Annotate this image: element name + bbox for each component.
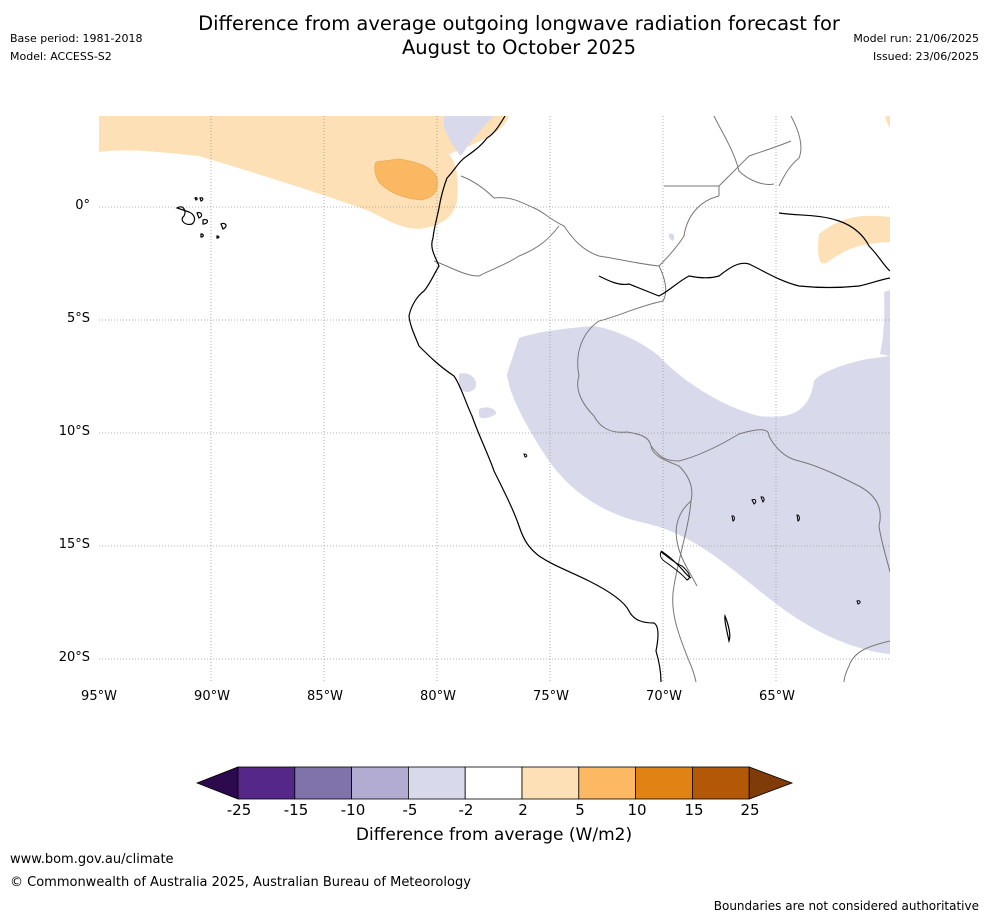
title-line-2: August to October 2025 xyxy=(401,36,637,59)
lakes xyxy=(523,453,861,605)
meta-left: Base period: 1981-2018 Model: ACCESS-S2 xyxy=(10,30,142,66)
anomaly-area-negative-east-edge xyxy=(880,290,890,356)
colorbar-tick: -10 xyxy=(340,801,366,819)
colorbar-svg xyxy=(195,766,794,800)
colorbar-segment xyxy=(635,766,693,800)
coastlines xyxy=(408,116,890,682)
lon-label-70w: 70°W xyxy=(646,689,682,704)
colorbar-tick: -5 xyxy=(402,801,418,819)
anomaly-area-negative-small-1 xyxy=(459,373,477,392)
colorbar-extend-low xyxy=(195,766,239,800)
footer-copyright: © Commonwealth of Australia 2025, Austra… xyxy=(10,875,471,890)
colorbar-segment xyxy=(691,766,750,800)
lat-label-0: 0° xyxy=(75,198,90,213)
title-line-1: Difference from average outgoing longwav… xyxy=(198,12,840,35)
colorbar-tick: -15 xyxy=(283,801,309,819)
colorbar-segment xyxy=(464,766,523,800)
anomaly-area-positive-corner xyxy=(885,116,890,128)
anomaly-area-positive-amazon xyxy=(818,215,890,264)
model-text: Model: ACCESS-S2 xyxy=(10,50,112,63)
colorbar-tick: 15 xyxy=(684,801,704,819)
colorbar-tick: -2 xyxy=(458,801,474,819)
map-panel xyxy=(99,116,890,682)
model-run-text: Model run: 21/06/2025 xyxy=(853,32,979,45)
lat-label-20s: 20°S xyxy=(58,650,90,665)
colorbar-extend-high xyxy=(748,766,794,800)
colorbar-segment xyxy=(578,766,636,800)
colorbar-segment xyxy=(237,766,296,800)
colorbar xyxy=(195,766,794,804)
footer-url: www.bom.gov.au/climate xyxy=(10,852,174,867)
footer-disclaimer: Boundaries are not considered authoritat… xyxy=(713,899,979,913)
lon-label-65w: 65°W xyxy=(759,689,795,704)
lat-label-10s: 10°S xyxy=(58,424,90,439)
colorbar-tick: -25 xyxy=(226,801,252,819)
colorbar-segment xyxy=(351,766,409,800)
issued-text: Issued: 23/06/2025 xyxy=(872,50,979,63)
anomaly-area-positive-pacific xyxy=(99,116,509,229)
national-borders xyxy=(433,116,890,682)
base-period-text: Base period: 1981-2018 xyxy=(10,32,143,45)
lon-label-75w: 75°W xyxy=(533,689,569,704)
lon-label-85w: 85°W xyxy=(307,689,343,704)
anomaly-area-negative-colombia xyxy=(444,116,494,156)
anomaly-area-negative-small-2 xyxy=(479,407,497,419)
colorbar-tick: 10 xyxy=(627,801,647,819)
anomaly-area-negative-small-3 xyxy=(668,233,675,241)
anomaly-area-positive-core xyxy=(374,158,438,201)
colorbar-segment xyxy=(407,766,466,800)
colorbar-segment xyxy=(294,766,353,800)
page-title: Difference from average outgoing longwav… xyxy=(160,12,878,60)
colorbar-segment xyxy=(521,766,580,800)
colorbar-segments xyxy=(195,766,794,800)
map-gridlines xyxy=(99,116,890,682)
lat-label-15s: 15°S xyxy=(58,537,90,552)
colorbar-label: Difference from average (W/m2) xyxy=(355,825,633,845)
lon-label-80w: 80°W xyxy=(420,689,456,704)
map-svg xyxy=(99,116,890,682)
colorbar-tick: 2 xyxy=(518,801,528,819)
anomaly-area-negative-main xyxy=(507,326,890,654)
lon-label-90w: 90°W xyxy=(194,689,230,704)
lat-label-5s: 5°S xyxy=(66,311,90,326)
galapagos-islands xyxy=(175,197,227,239)
colorbar-tick: 25 xyxy=(740,801,760,819)
meta-right: Model run: 21/06/2025 Issued: 23/06/2025 xyxy=(853,30,979,66)
colorbar-tick: 5 xyxy=(575,801,585,819)
lon-label-95w: 95°W xyxy=(81,689,117,704)
